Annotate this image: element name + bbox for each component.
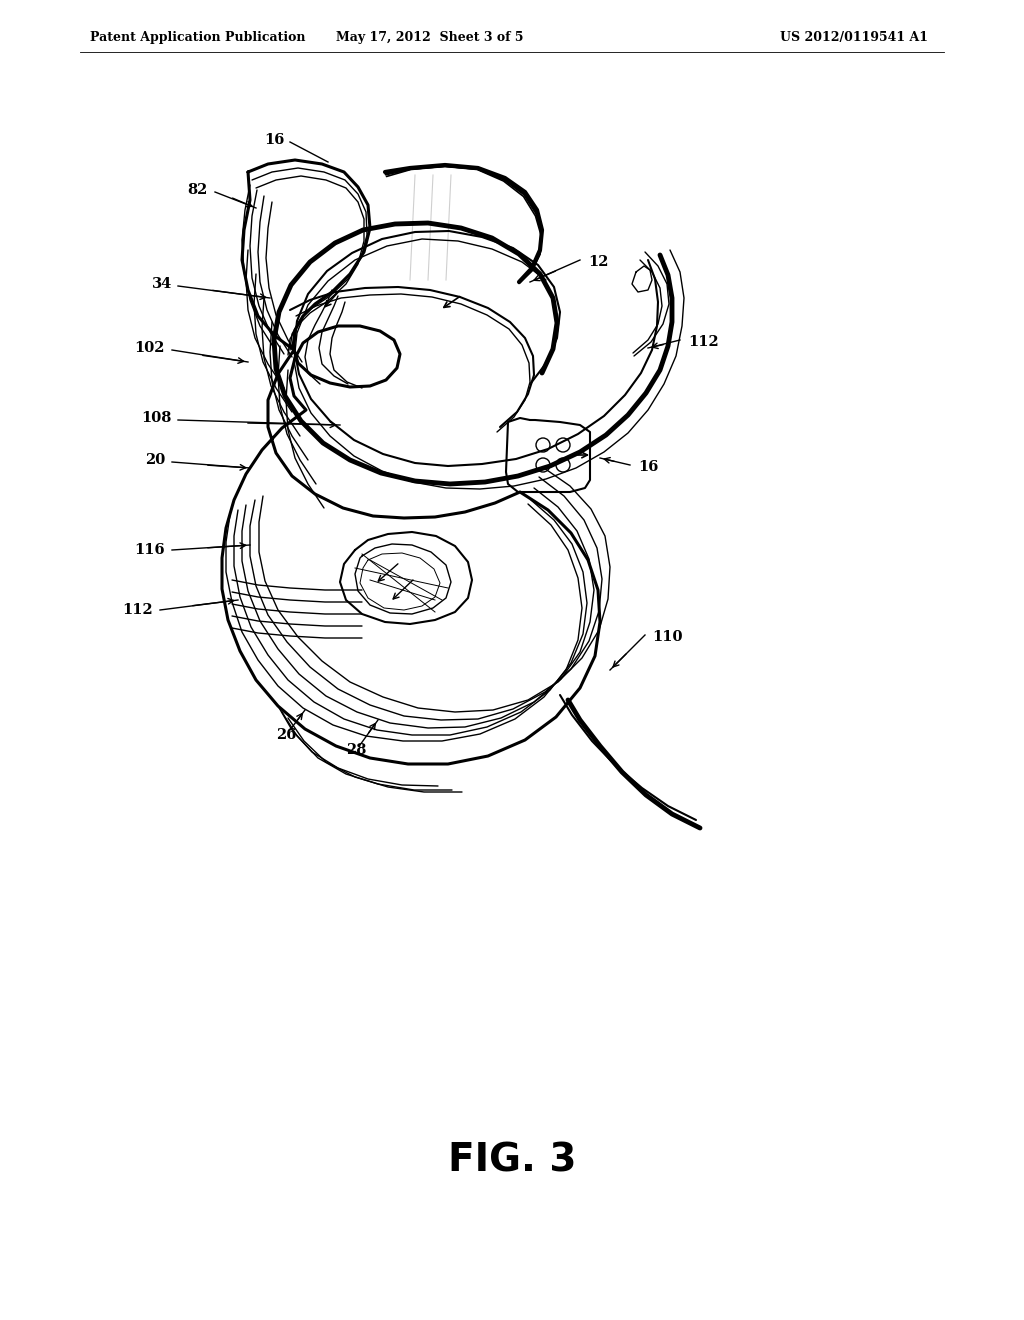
Text: 20: 20: [144, 453, 165, 467]
Text: 82: 82: [187, 183, 208, 197]
Text: FIG. 3: FIG. 3: [447, 1140, 577, 1179]
Text: Patent Application Publication: Patent Application Publication: [90, 30, 305, 44]
Text: 112: 112: [122, 603, 153, 616]
Text: 116: 116: [134, 543, 165, 557]
Text: 108: 108: [141, 411, 172, 425]
Text: 26: 26: [275, 729, 296, 742]
Text: 16: 16: [264, 133, 285, 147]
Text: 28: 28: [346, 743, 367, 756]
Text: 16: 16: [638, 459, 658, 474]
Text: 34: 34: [152, 277, 172, 290]
Text: US 2012/0119541 A1: US 2012/0119541 A1: [780, 30, 928, 44]
Text: 102: 102: [134, 341, 165, 355]
Text: 112: 112: [688, 335, 719, 348]
Text: 12: 12: [588, 255, 608, 269]
Text: 110: 110: [652, 630, 683, 644]
Text: May 17, 2012  Sheet 3 of 5: May 17, 2012 Sheet 3 of 5: [336, 30, 523, 44]
